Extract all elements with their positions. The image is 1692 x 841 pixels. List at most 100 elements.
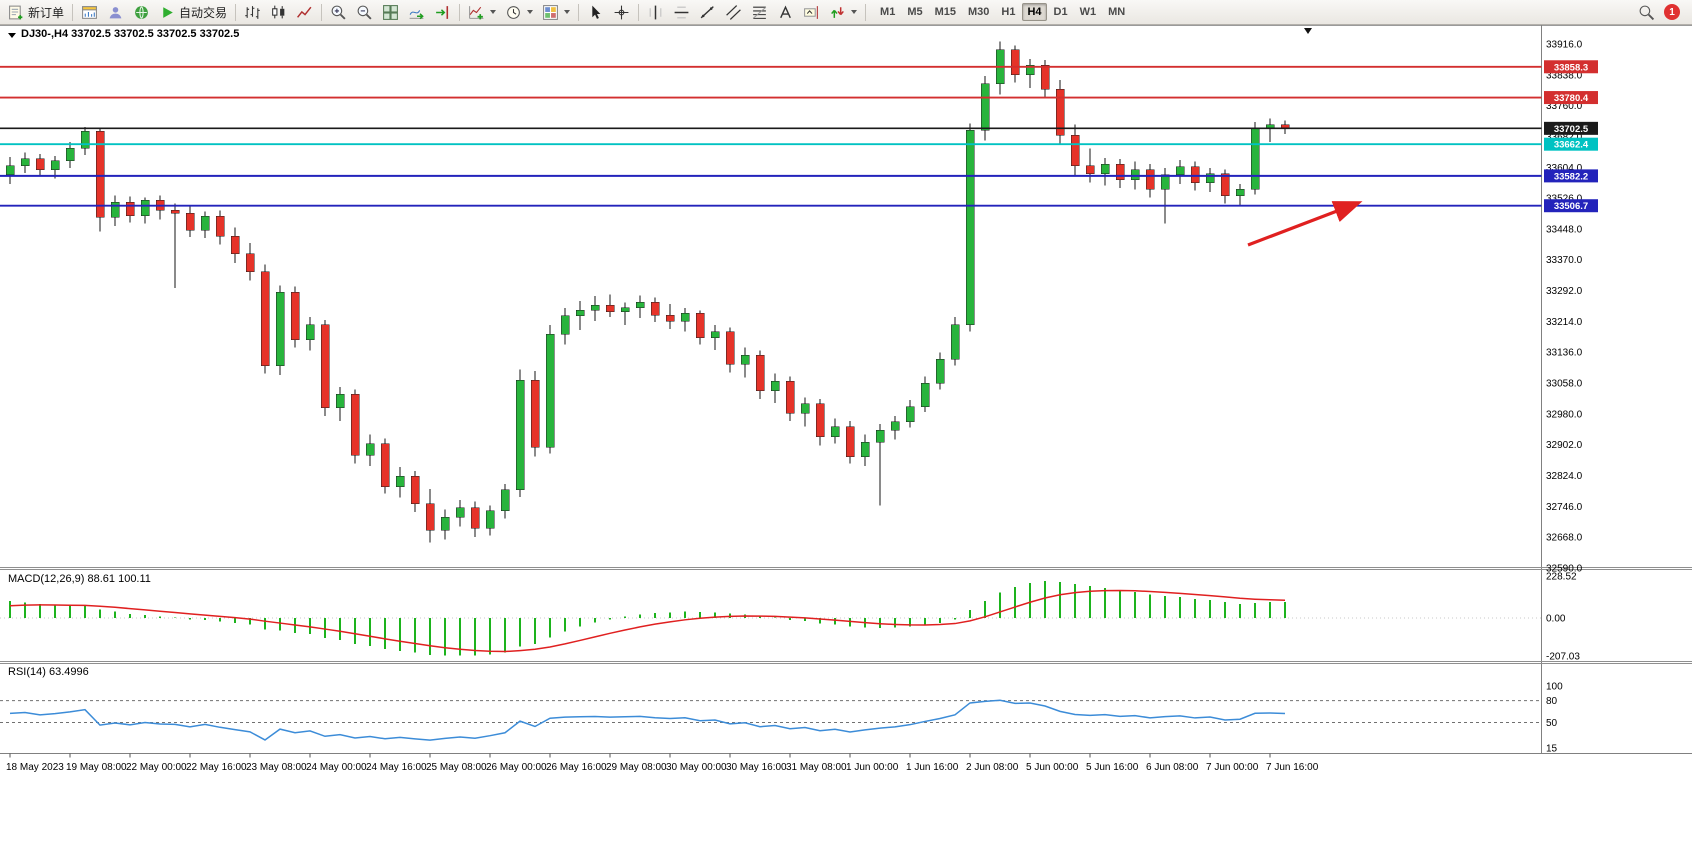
trendline-button[interactable] <box>695 2 720 23</box>
timeframe-M1[interactable]: M1 <box>875 3 900 21</box>
timeframe-H4[interactable]: H4 <box>1022 3 1047 21</box>
horizontal-lines-group[interactable] <box>0 65 1542 207</box>
svg-text:-207.03: -207.03 <box>1546 652 1580 663</box>
zoom-out-button[interactable] <box>352 2 377 23</box>
svg-text:80: 80 <box>1546 696 1558 707</box>
arrows-button[interactable] <box>825 2 861 23</box>
chart-shift-marker[interactable] <box>1304 28 1312 34</box>
svg-text:22 May 00:00: 22 May 00:00 <box>126 762 187 773</box>
profile-button[interactable] <box>103 2 128 23</box>
svg-text:33702.5: 33702.5 <box>1554 124 1589 135</box>
horizontal-line-icon <box>674 6 689 18</box>
autotrading-play-icon <box>163 6 173 18</box>
svg-text:24 May 16:00: 24 May 16:00 <box>366 762 427 773</box>
timeframe-group: M1 M5 M15 M30 H1 H4 D1 W1 MN <box>875 3 1130 21</box>
timeframe-H1[interactable]: H1 <box>996 3 1020 21</box>
toolbar-separator <box>235 3 237 21</box>
svg-text:33292.0: 33292.0 <box>1546 286 1583 297</box>
periods-button[interactable] <box>501 2 537 23</box>
svg-text:25 May 08:00: 25 May 08:00 <box>426 762 487 773</box>
price-tag <box>1544 137 1598 151</box>
time-axis-labels: 18 May 2023 19 May 08:00 22 May 00:00 22 Ma… <box>6 753 1319 773</box>
svg-text:228.52: 228.52 <box>1546 572 1577 583</box>
channel-button[interactable] <box>721 2 746 23</box>
dropdown-arrow-icon <box>851 10 858 14</box>
horizontal-line-button[interactable] <box>669 2 694 23</box>
svg-text:33780.4: 33780.4 <box>1554 93 1589 104</box>
annotation-arrow[interactable] <box>1247 201 1363 247</box>
svg-text:7 Jun 00:00: 7 Jun 00:00 <box>1206 762 1259 773</box>
toolbar-separator <box>578 3 580 21</box>
toolbar-separator <box>638 3 640 21</box>
price-tag <box>1544 121 1598 135</box>
svg-text:33838.0: 33838.0 <box>1546 70 1583 81</box>
svg-text:30 May 00:00: 30 May 00:00 <box>666 762 727 773</box>
svg-text:7 Jun 16:00: 7 Jun 16:00 <box>1266 762 1319 773</box>
fibonacci-button[interactable] <box>747 2 772 23</box>
toolbar-separator <box>72 3 74 21</box>
chart-menu-arrow-icon[interactable] <box>8 33 16 38</box>
timeframe-W1[interactable]: W1 <box>1075 3 1102 21</box>
svg-text:33760.0: 33760.0 <box>1546 101 1583 112</box>
chart-title: DJ30-,H4 33702.5 33702.5 33702.5 33702.5 <box>21 28 240 40</box>
timeframe-MN[interactable]: MN <box>1103 3 1130 21</box>
templates-icon <box>543 4 558 20</box>
svg-text:31 May 08:00: 31 May 08:00 <box>786 762 847 773</box>
trendline-icon <box>700 5 714 18</box>
text-button[interactable] <box>773 2 798 23</box>
macd-signal-value: 100.11 <box>118 573 151 585</box>
new-order-button[interactable]: 新订单 <box>4 2 68 23</box>
autotrading-button[interactable]: 自动交易 <box>155 2 231 23</box>
price-axis-labels: 33916.0 33838.0 33760.0 33682.0 33604.0 33526… <box>1546 39 1583 754</box>
cursor-button[interactable] <box>583 2 608 23</box>
svg-text:33916.0: 33916.0 <box>1546 39 1583 50</box>
timeframe-M30[interactable]: M30 <box>963 3 994 21</box>
svg-text:33582.2: 33582.2 <box>1554 171 1588 182</box>
timeframe-M15[interactable]: M15 <box>930 3 961 21</box>
timeframe-M5[interactable]: M5 <box>902 3 927 21</box>
charts-button[interactable] <box>77 2 102 23</box>
crosshair-icon <box>614 5 629 19</box>
fibonacci-icon <box>752 6 767 19</box>
zoom-in-button[interactable] <box>326 2 351 23</box>
auto-scroll-button[interactable] <box>404 2 429 23</box>
svg-text:33526.0: 33526.0 <box>1546 194 1583 205</box>
toolbar: 新订单 自动交易 M1 M5 M15 M30 H1 H4 D1 W1 MN 1 <box>0 0 1692 25</box>
search-button[interactable] <box>1634 2 1659 23</box>
chart-shift-icon <box>436 5 449 19</box>
svg-text:33662.4: 33662.4 <box>1554 140 1589 151</box>
macd-indicator-label: MACD(12,26,9) 88.61 100.11 <box>8 573 151 585</box>
svg-text:26 May 00:00: 26 May 00:00 <box>486 762 547 773</box>
new-order-label: 新订单 <box>28 5 65 20</box>
svg-text:33604.0: 33604.0 <box>1546 163 1583 174</box>
text-label-icon <box>804 5 818 19</box>
candlestick-chart-button[interactable] <box>266 2 291 23</box>
crosshair-button[interactable] <box>609 2 634 23</box>
svg-text:33506.7: 33506.7 <box>1554 201 1588 212</box>
indicators-button[interactable] <box>464 2 500 23</box>
svg-text:50: 50 <box>1546 718 1558 729</box>
templates-button[interactable] <box>538 2 574 23</box>
vertical-line-button[interactable] <box>643 2 668 23</box>
tile-windows-icon <box>383 4 398 20</box>
svg-text:5 Jun 16:00: 5 Jun 16:00 <box>1086 762 1139 773</box>
chart-shift-button[interactable] <box>430 2 455 23</box>
svg-text:100: 100 <box>1546 682 1563 693</box>
timeframe-D1[interactable]: D1 <box>1049 3 1073 21</box>
svg-text:15: 15 <box>1546 743 1558 754</box>
bar-chart-button[interactable] <box>240 2 265 23</box>
text-label-button[interactable] <box>799 2 824 23</box>
text-icon <box>780 5 791 18</box>
rsi-value: 63.4996 <box>48 666 89 678</box>
svg-text:32902.0: 32902.0 <box>1546 440 1583 451</box>
svg-text:32824.0: 32824.0 <box>1546 471 1583 482</box>
macd-name: MACD(12,26,9) <box>8 573 85 585</box>
dropdown-arrow-icon <box>527 10 534 14</box>
indicators-icon <box>469 5 484 19</box>
svg-text:33858.3: 33858.3 <box>1554 62 1588 73</box>
community-button[interactable] <box>129 2 154 23</box>
notification-badge[interactable]: 1 <box>1664 4 1680 20</box>
tile-windows-button[interactable] <box>378 2 403 23</box>
line-chart-button[interactable] <box>292 2 317 23</box>
